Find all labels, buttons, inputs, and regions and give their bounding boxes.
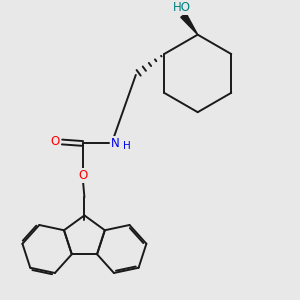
Polygon shape [181,13,198,35]
Text: HO: HO [173,1,191,14]
Text: H: H [123,141,131,151]
Text: O: O [78,169,88,182]
Text: O: O [51,136,60,148]
Text: N: N [111,137,120,150]
